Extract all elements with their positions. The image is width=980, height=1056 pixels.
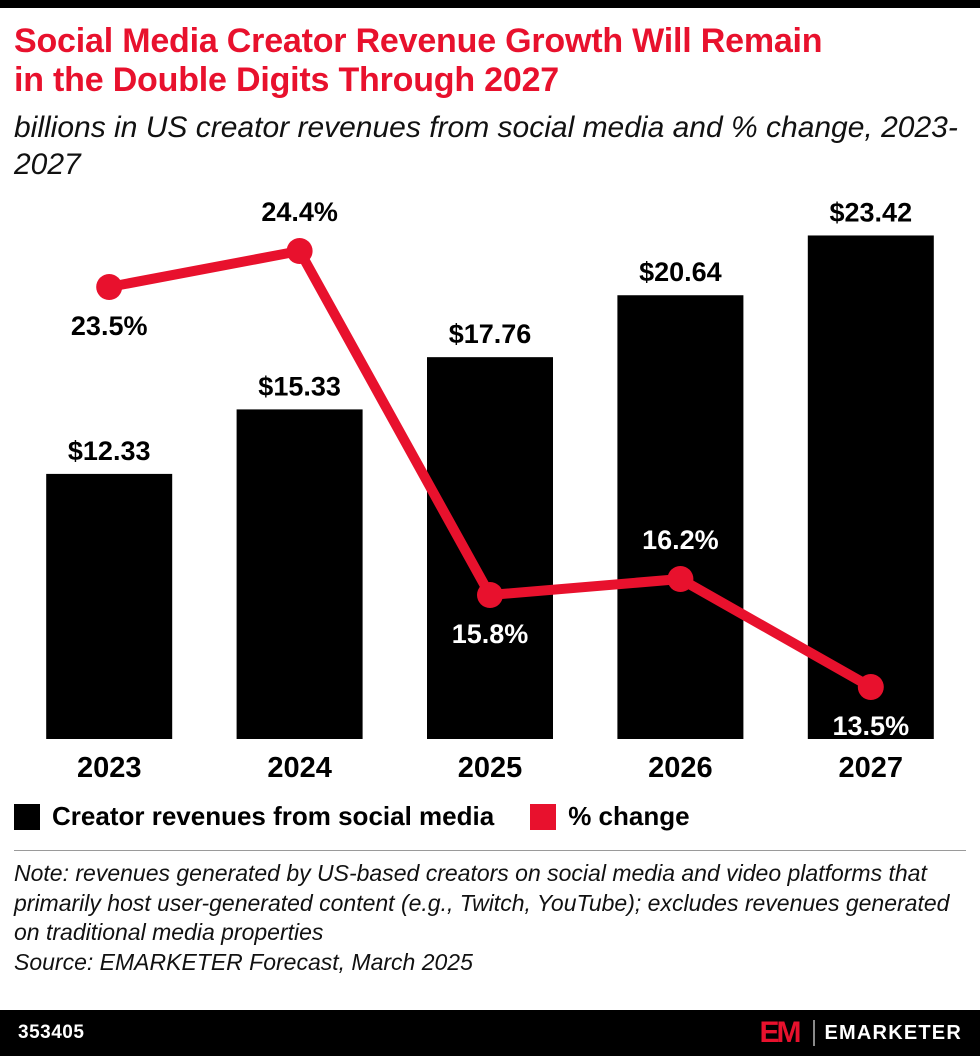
legend-swatch-line xyxy=(530,803,557,830)
emarketer-logo: EM EMARKETER xyxy=(760,1018,962,1048)
line-point-2025 xyxy=(477,582,503,609)
x-axis-label-2024: 2024 xyxy=(267,752,332,784)
notes-block: Note: revenues generated by US-based cre… xyxy=(14,859,966,977)
revenue-growth-chart: $12.33 2023 $15.33 2024 $17.76 2025 $20.64 2026… xyxy=(46,197,934,784)
source-text: Source: EMARKETER Forecast, March 2025 xyxy=(14,948,473,975)
x-axis-label-2026: 2026 xyxy=(648,752,713,784)
legend-swatch-bars xyxy=(14,803,40,830)
pct-label-2024: 24.4% xyxy=(261,197,338,227)
bar-value-label-2027: $23.42 xyxy=(830,198,913,228)
bar-value-label-2024: $15.33 xyxy=(258,372,341,402)
em-logo-icon: EM xyxy=(759,1016,802,1049)
legend-item-pct-change: % change xyxy=(530,801,690,832)
x-axis-label-2023: 2023 xyxy=(77,752,142,784)
page-subtitle: billions in US creator revenues from soc… xyxy=(14,110,958,182)
line-point-2023 xyxy=(96,274,123,301)
pct-label-2023: 23.5% xyxy=(71,311,148,341)
chart-id: 353405 xyxy=(18,1022,85,1043)
bar-value-label-2026: $20.64 xyxy=(639,257,722,287)
content-area: Social Media Creator Revenue Growth Will… xyxy=(0,22,980,977)
pct-label-2027: 13.5% xyxy=(833,711,910,741)
pct-label-2025: 15.8% xyxy=(452,619,529,649)
footer-bar: 353405 EM EMARKETER xyxy=(0,1010,980,1056)
pct-label-2026: 16.2% xyxy=(642,525,719,555)
legend-item-revenues: Creator revenues from social media xyxy=(14,801,494,832)
bar-value-label-2025: $17.76 xyxy=(449,319,532,349)
bar-value-label-2023: $12.33 xyxy=(68,436,151,466)
page-title: Social Media Creator Revenue Growth Will… xyxy=(14,22,966,101)
line-point-2026 xyxy=(667,566,694,593)
x-axis-label-2027: 2027 xyxy=(839,752,904,784)
bar-2026 xyxy=(617,295,744,740)
notes-divider xyxy=(14,850,966,852)
x-axis-label-2025: 2025 xyxy=(458,752,523,784)
legend: Creator revenues from social media % cha… xyxy=(14,801,966,832)
bar-2024 xyxy=(236,409,363,740)
top-border-strip xyxy=(0,0,980,8)
legend-label-revenues: Creator revenues from social media xyxy=(52,801,495,832)
page-title-line-2: in the Double Digits Through 2027 xyxy=(14,61,559,100)
line-point-2027 xyxy=(857,674,884,701)
logo-divider xyxy=(812,1020,815,1046)
bar-2023 xyxy=(46,474,173,740)
bar-2027 xyxy=(807,235,934,740)
note-text: Note: revenues generated by US-based cre… xyxy=(14,860,950,946)
bar-2025 xyxy=(427,357,553,740)
line-point-2024 xyxy=(286,238,313,265)
brand-name: EMARKETER xyxy=(824,1021,962,1044)
legend-label-pct-change: % change xyxy=(568,801,690,832)
page-title-line-1: Social Media Creator Revenue Growth Will… xyxy=(14,22,823,60)
